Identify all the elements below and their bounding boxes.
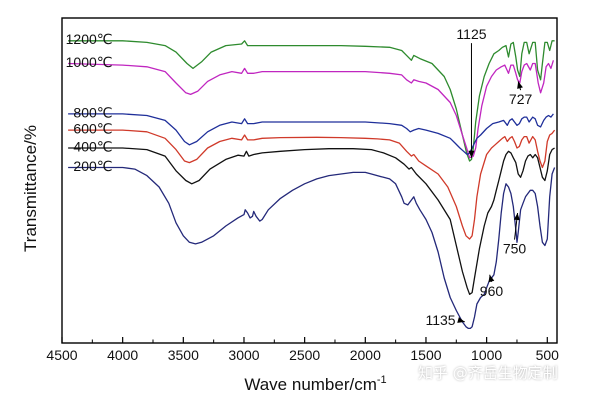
plot-frame: [61, 17, 558, 344]
x-tick-label: 500: [536, 347, 560, 363]
series-line: [68, 147, 555, 295]
annotation-arrowhead: [517, 81, 523, 89]
annotation-label: 1135: [425, 312, 455, 328]
x-tick-label: 1000: [471, 347, 502, 363]
annotation-label: 1125: [456, 26, 486, 42]
annotation-label: 750: [503, 241, 527, 257]
x-tick-label: 4500: [46, 347, 77, 363]
series-label: 400℃: [73, 138, 112, 154]
annotation-label: 960: [480, 283, 504, 299]
annotation-label: 727: [509, 91, 533, 107]
x-tick-label: 3500: [168, 347, 199, 363]
series-label: 1200℃: [66, 31, 113, 47]
annotation-arrowhead: [488, 274, 495, 283]
annotation-arrowhead: [513, 213, 520, 221]
series-label: 1000℃: [66, 54, 113, 70]
watermark: 知乎 @齐岳生物定制: [418, 364, 558, 382]
x-axis-label: Wave number/cm-1: [244, 374, 386, 394]
annotation-arrowhead: [468, 150, 475, 158]
x-tick-label: 3000: [228, 347, 259, 363]
series-line: [68, 113, 554, 156]
series-line: [68, 166, 556, 330]
y-axis-label: Transmittance/%: [21, 125, 40, 252]
series-label: 600℃: [73, 121, 112, 137]
x-tick-label: 1500: [410, 347, 441, 363]
x-tick-label: 4000: [107, 347, 138, 363]
x-tick-label: 2500: [289, 347, 320, 363]
series-label: 200℃: [73, 158, 112, 174]
series-label: 800℃: [73, 104, 112, 120]
x-axis-ticks: 4500 4000 3500 3000 2500 2000 1500 1000 500: [46, 337, 559, 363]
annotations: 1125 727 750 960 1135: [425, 26, 532, 328]
x-tick-label: 2000: [350, 347, 381, 363]
series-line: [68, 60, 555, 159]
annotation-arrowhead: [457, 317, 465, 323]
series-line: [68, 129, 556, 240]
series-group: [68, 40, 556, 330]
series-line: [68, 40, 555, 162]
